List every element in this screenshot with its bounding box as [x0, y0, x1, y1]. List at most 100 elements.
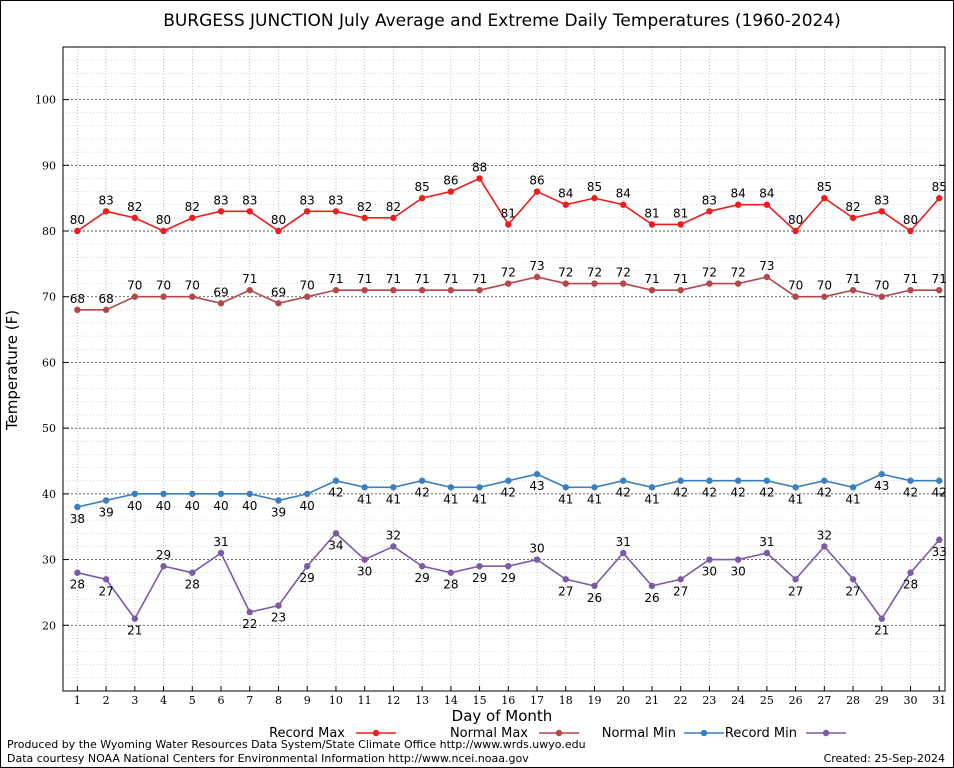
data-label-normal-min: 41 [472, 492, 487, 506]
point-normal-min [792, 484, 799, 491]
data-label-record-min: 28 [903, 578, 918, 592]
point-record-min [189, 569, 196, 576]
data-label-record-max: 88 [472, 160, 487, 174]
point-normal-min [620, 477, 627, 484]
point-record-max [648, 221, 656, 228]
point-normal-min [332, 477, 340, 484]
data-label-record-max: 85 [817, 180, 832, 194]
created-date: Created: 25-Sep-2024 [824, 752, 945, 765]
data-label-record-max: 84 [759, 187, 774, 201]
y-tick-label: 60 [42, 356, 56, 369]
data-label-record-max: 82 [185, 200, 200, 214]
point-normal-min [160, 490, 167, 498]
point-normal-min [189, 490, 196, 498]
legend-swatch-marker [555, 729, 563, 737]
data-label-normal-min: 42 [414, 486, 429, 500]
data-label-normal-min: 41 [845, 492, 860, 506]
point-record-max [821, 194, 828, 202]
point-record-min [74, 569, 81, 576]
data-label-normal-max: 70 [185, 279, 200, 293]
x-tick-label: 24 [731, 694, 745, 707]
y-tick-label: 20 [42, 619, 56, 632]
y-tick-label: 50 [42, 422, 56, 435]
data-label-record-min: 28 [185, 578, 200, 592]
point-record-min [677, 576, 684, 583]
point-normal-max [821, 293, 828, 300]
data-label-normal-max: 71 [443, 272, 458, 286]
data-label-normal-min: 42 [616, 486, 631, 500]
y-tick-label: 40 [42, 488, 56, 501]
data-label-normal-max: 72 [501, 266, 516, 280]
data-label-normal-max: 72 [616, 266, 631, 280]
point-record-min [821, 543, 828, 550]
point-normal-max [131, 293, 139, 300]
point-normal-min [562, 484, 569, 491]
point-record-max [160, 227, 167, 235]
data-label-record-max: 80 [70, 213, 85, 227]
data-label-normal-min: 42 [673, 486, 688, 500]
point-normal-min [648, 484, 656, 491]
grid [63, 47, 945, 691]
data-label-normal-max: 70 [156, 279, 171, 293]
point-normal-max [447, 286, 455, 294]
series-layer: 80 83 82 80 82 83 83 80 83 83 82 82 85 86 88 81 86 84 85 84… [70, 160, 947, 637]
point-record-max [591, 194, 598, 202]
point-record-min [447, 569, 455, 576]
legend-label: Record Min [725, 726, 797, 741]
data-label-record-max: 80 [156, 213, 171, 227]
data-label-normal-max: 69 [271, 285, 286, 299]
data-label-normal-max: 71 [932, 272, 947, 286]
point-record-min [533, 556, 541, 563]
point-normal-max [189, 293, 196, 300]
data-label-normal-min: 40 [127, 499, 142, 513]
data-label-record-min: 21 [874, 624, 889, 638]
data-label-record-max: 81 [673, 206, 688, 220]
data-label-normal-min: 43 [529, 479, 544, 493]
credit-line-1: Produced by the Wyoming Water Resources … [7, 738, 586, 751]
point-normal-max [505, 280, 512, 287]
x-tick-label: 26 [789, 694, 803, 707]
data-label-record-min: 27 [845, 584, 860, 598]
data-label-normal-max: 71 [903, 272, 918, 286]
point-record-min [849, 576, 857, 583]
point-normal-min [102, 497, 110, 504]
point-normal-max [476, 286, 483, 294]
point-normal-min [74, 503, 81, 511]
point-record-min [763, 549, 771, 557]
point-record-max [792, 227, 799, 235]
point-record-max [505, 221, 512, 228]
data-label-record-min: 30 [731, 565, 746, 579]
data-label-record-max: 83 [702, 193, 717, 207]
point-normal-min [131, 490, 139, 498]
legend-label: Record Max [269, 726, 345, 741]
x-tick-label: 16 [501, 694, 515, 707]
y-tick-label: 100 [35, 94, 56, 107]
data-label-normal-max: 70 [788, 279, 803, 293]
point-normal-min [275, 497, 282, 504]
point-record-max [418, 194, 426, 202]
point-record-min [907, 569, 914, 576]
point-normal-max [648, 286, 656, 294]
data-label-normal-min: 42 [903, 486, 918, 500]
data-label-normal-min: 40 [242, 499, 257, 513]
x-tick-label: 14 [444, 694, 458, 707]
data-label-record-min: 31 [759, 535, 774, 549]
point-normal-min [849, 484, 857, 491]
series-normal-min: 38 39 40 40 40 40 40 39 40 42 41 41 42 41 41 42 43 41 41 42… [70, 470, 947, 526]
point-normal-max [677, 286, 684, 294]
point-normal-min [591, 484, 598, 491]
data-label-normal-max: 70 [300, 279, 315, 293]
series-record-min: 28 27 21 29 28 31 22 23 29 34 30 32 29 28 29 29 30 27 26 31… [70, 528, 947, 637]
data-label-record-max: 86 [443, 174, 458, 188]
point-normal-max [706, 280, 713, 287]
data-label-normal-max: 70 [127, 279, 142, 293]
point-normal-max [361, 286, 368, 294]
point-record-max [246, 208, 253, 215]
data-label-normal-min: 40 [156, 499, 171, 513]
data-label-normal-max: 70 [874, 279, 889, 293]
data-label-record-min: 26 [587, 591, 602, 605]
point-record-max [447, 188, 455, 195]
data-label-record-min: 29 [472, 571, 487, 585]
point-normal-min [476, 484, 483, 491]
x-tick-label: 25 [760, 694, 774, 707]
